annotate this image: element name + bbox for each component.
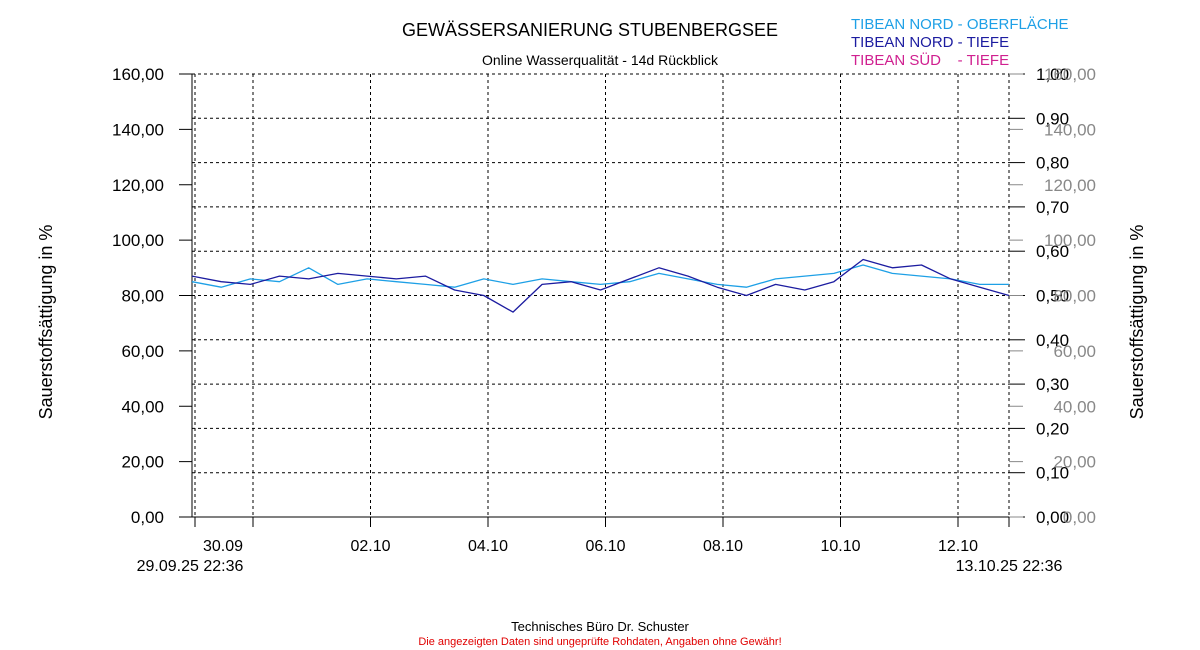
y3-tick-label: 160,00 [1044, 65, 1096, 84]
legend-entry-sued-tiefe: TIBEAN SÜD - TIEFE [851, 51, 1009, 69]
x-tick-label: 30.09 [203, 538, 243, 555]
y-tick-label: 80,00 [121, 287, 164, 306]
y3-tick-label: 40,00 [1053, 397, 1096, 416]
y2-tick-label: 0,60 [1036, 242, 1069, 261]
series-line-1 [191, 258, 1010, 313]
tick-labels: 0,00 20,00 40,00 60,00 80,00 100,00 120,00 140,… [112, 65, 1096, 555]
y-tick-label: 60,00 [121, 342, 164, 361]
y-tick-label: 160,00 [112, 65, 164, 84]
y2-tick-label: 0,70 [1036, 198, 1069, 217]
y2-tick-label: 0,90 [1036, 109, 1069, 128]
axes [179, 73, 1025, 527]
y2-tick-label: 0,20 [1036, 419, 1069, 438]
y-axis-label-left: Sauerstoffsättigung in % [36, 225, 56, 420]
y2-tick-label: 0,10 [1036, 464, 1069, 483]
y2-tick-label: 0,00 [1036, 508, 1069, 527]
x-tick-label: 08.10 [703, 538, 743, 555]
y3-tick-label: 120,00 [1044, 176, 1096, 195]
grid [192, 73, 1010, 518]
x-tick-label: 12.10 [938, 538, 978, 555]
y3-tick-label: 140,00 [1044, 120, 1096, 139]
chart-subtitle: Online Wasserqualität - 14d Rückblick [482, 52, 719, 68]
footer-company: Technisches Büro Dr. Schuster [511, 619, 689, 634]
y2-tick-label: 0,40 [1036, 331, 1069, 350]
legend: TIBEAN NORD - OBERFLÄCHE TIBEAN NORD - T… [851, 16, 1069, 69]
y-tick-label: 20,00 [121, 453, 164, 472]
y-axis-label-right: Sauerstoffsättigung in % [1127, 225, 1147, 420]
y-tick-label: 0,00 [131, 508, 164, 527]
y-tick-label: 40,00 [121, 397, 164, 416]
y3-tick-label: 60,00 [1053, 342, 1096, 361]
legend-entry-nord-tiefe: TIBEAN NORD - TIEFE [851, 34, 1009, 51]
x-tick-label: 04.10 [468, 538, 508, 555]
y3-tick-label: 100,00 [1044, 231, 1096, 250]
y-tick-label: 120,00 [112, 176, 164, 195]
y-tick-label: 100,00 [112, 231, 164, 250]
chart-title: GEWÄSSERSANIERUNG STUBENBERGSEE [402, 20, 778, 40]
x-start-label: 29.09.25 22:36 [137, 558, 244, 575]
x-tick-label: 02.10 [350, 538, 390, 555]
x-tick-label: 10.10 [820, 538, 860, 555]
y2-tick-label: 0,30 [1036, 375, 1069, 394]
x-end-label: 13.10.25 22:36 [956, 558, 1063, 575]
y3-tick-label: 80,00 [1053, 287, 1096, 306]
y2-tick-label: 0,80 [1036, 154, 1069, 173]
y2-tick-label: 0,50 [1036, 287, 1069, 306]
series-lines [191, 258, 1010, 313]
legend-entry-nord-oberflaeche: TIBEAN NORD - OBERFLÄCHE [851, 16, 1069, 33]
y3-tick-label: 0,00 [1063, 508, 1096, 527]
series-line-0 [191, 264, 1009, 288]
x-tick-label: 06.10 [585, 538, 625, 555]
y3-tick-label: 20,00 [1053, 453, 1096, 472]
footer-disclaimer: Die angezeigten Daten sind ungeprüfte Ro… [418, 636, 781, 648]
y-tick-label: 140,00 [112, 120, 164, 139]
y2-tick-label: 1,00 [1036, 65, 1069, 84]
